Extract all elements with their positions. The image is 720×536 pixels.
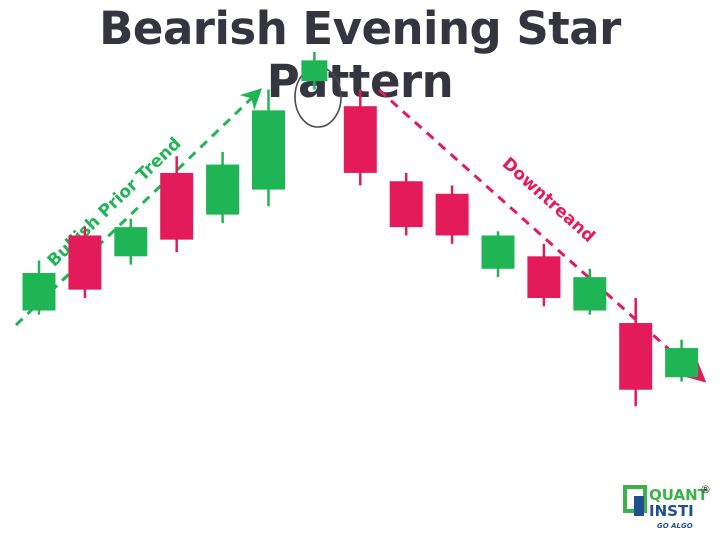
candle-8-bearish [343, 106, 377, 173]
candle-1-bullish [22, 272, 56, 311]
page-title: Bearish Evening Star Pattern [99, 2, 621, 108]
uptrend-arrow [14, 88, 263, 327]
candle-7-bullish-evening-star [301, 60, 328, 82]
candle-11-bullish [481, 235, 515, 269]
candle-9-bearish [389, 181, 423, 228]
candle-5-bullish [206, 164, 240, 215]
logo-registered-mark: ® [700, 483, 711, 496]
candle-4-bearish [160, 172, 194, 240]
logo-icon [623, 485, 647, 516]
candle-14-bearish [619, 323, 653, 390]
candle-6-bullish [252, 110, 285, 190]
candle-15-bullish [665, 348, 699, 378]
candle-2-bearish [68, 235, 102, 290]
candles-group [22, 51, 699, 407]
candle-12-bearish [527, 256, 561, 299]
candle-13-bullish [573, 277, 607, 311]
candle-10-bearish [435, 193, 469, 236]
logo-line2: INSTI [649, 502, 694, 520]
logo-line1: QUANT [649, 486, 709, 504]
logo-tagline: GO ALGO [657, 522, 693, 530]
candle-3-bullish [114, 227, 148, 257]
